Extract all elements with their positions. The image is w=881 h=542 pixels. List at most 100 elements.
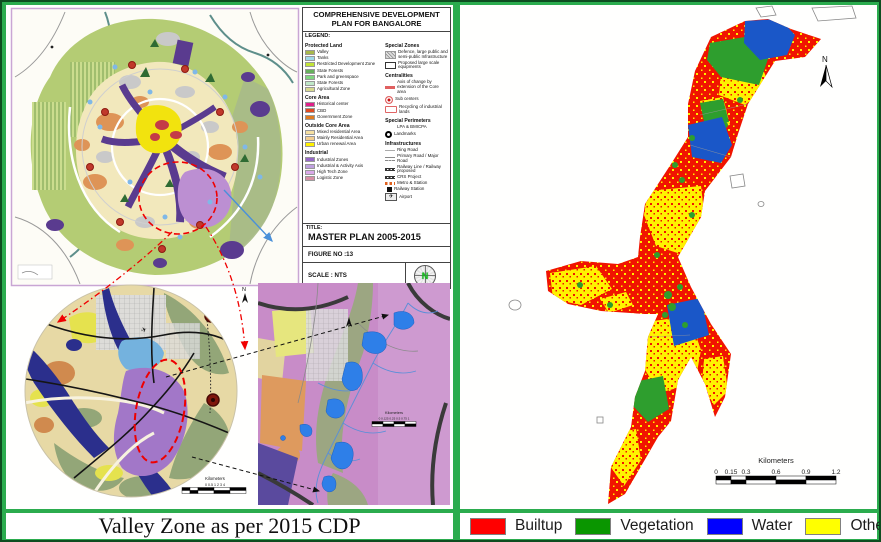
legend-swatch	[305, 80, 315, 86]
legend-item-label: Industrial & Activity Axis	[317, 162, 364, 168]
legend-item-label: Metro & Station	[397, 180, 428, 186]
legend-column-left: Protected Land Valley	[305, 41, 385, 222]
legend-item: Landmarks	[385, 130, 448, 138]
legend-item-label: Axis of change by extension of the Core …	[397, 79, 439, 94]
legend-item: CRS Project	[385, 175, 448, 180]
figure-number: FIGURE NO :13	[303, 246, 450, 262]
legend-swatch	[305, 49, 315, 55]
legend-swatch	[385, 106, 398, 114]
legend-swatch	[706, 517, 743, 535]
legend-item-label: Logistic Zone	[317, 175, 344, 181]
title-label: TITLE:	[306, 225, 323, 231]
legend-item-label: Sub centers	[395, 96, 419, 102]
legend-swatch	[387, 187, 393, 193]
legend-item-label: Mixed residential Area	[317, 128, 361, 134]
legend-item-label: LPA & BMICPA	[397, 123, 427, 129]
legend-section-heading: Centralities	[385, 73, 413, 80]
legend-swatch	[305, 108, 315, 114]
valley-circle-inset: ✈ N Kilometers 0 0.5 1 2 3 4	[24, 284, 248, 498]
legend-section-heading: Special Perimeters	[385, 117, 431, 124]
legend-swatch	[305, 62, 315, 68]
legend-swatch	[385, 167, 396, 171]
legend-item: Airport	[385, 193, 448, 202]
legend-item: Ring Road	[385, 147, 448, 153]
boundary-outlines	[508, 5, 857, 424]
legend-section-heading: Industrial	[305, 150, 328, 157]
legend-swatch	[305, 56, 315, 62]
legend-swatch	[385, 50, 397, 59]
legend-swatch	[385, 156, 396, 161]
water-bodies	[667, 19, 795, 346]
legend-item-label: CBD	[317, 107, 327, 113]
legend-item: Metro & Station	[385, 181, 448, 186]
svg-text:0: 0	[714, 469, 718, 476]
legend-swatch	[470, 517, 506, 535]
legend-item-label: State Forests	[317, 67, 344, 73]
svg-text:0.9: 0.9	[801, 469, 810, 476]
legend-swatch	[305, 163, 315, 169]
legend-section-heading: Infrastructures	[385, 141, 422, 148]
legend-item: State Forests	[305, 80, 385, 86]
scale-text: SCALE : NTS	[308, 272, 347, 279]
svg-text:Kilometers: Kilometers	[205, 476, 225, 481]
legend-label: Builtup	[515, 517, 563, 534]
legend-swatch	[305, 114, 315, 120]
svg-text:N: N	[242, 287, 246, 293]
legend-item-label: High Tech Zone	[317, 168, 348, 174]
legend-item: Park and greenspace	[305, 74, 385, 80]
highlight-ellipse	[133, 358, 187, 464]
legend-section-heading: Core Area	[305, 95, 330, 102]
caption-text: Valley Zone as per 2015 CDP	[98, 513, 361, 538]
legend-swatch	[305, 175, 315, 181]
legend-label: Water	[751, 517, 793, 534]
svg-text:✈: ✈	[140, 326, 148, 335]
legend-item-label: Valley	[317, 49, 329, 55]
svg-text:0.15: 0.15	[725, 469, 738, 476]
legend-item: Industrial Zones	[305, 157, 385, 163]
legend-item-label: Tanks	[317, 55, 329, 61]
legend-item: High Tech Zone	[305, 168, 385, 175]
legend-swatch	[805, 517, 842, 535]
legend-item: Axis of change by extension of the Core …	[385, 79, 448, 94]
legend-section-heading: Protected Land	[305, 42, 343, 49]
legend-item: LPA & BMICPA	[385, 123, 448, 130]
legend-item: CBD	[305, 107, 385, 114]
valley-highlight-ellipse	[138, 161, 218, 235]
legend-swatch	[385, 182, 396, 186]
legend-item: Proposed large scale equipments	[385, 59, 448, 71]
left-caption: Valley Zone as per 2015 CDP	[6, 513, 453, 539]
north-arrow-icon: N	[820, 55, 833, 89]
svg-text:0 0.125 0.25 0.5 0.75 1: 0 0.125 0.25 0.5 0.75 1	[379, 417, 410, 421]
legend-item-label: Mainly Residential Area	[317, 135, 363, 141]
legend-item: Government Zone	[305, 114, 385, 120]
plan-title: MASTER PLAN 2005-2015	[308, 232, 421, 242]
legend-swatch	[385, 149, 396, 152]
legend-item: Restricted Development Zone	[305, 61, 385, 68]
legend-item-label: Restricted Development Zone	[317, 61, 376, 67]
classification-legend-item: Water	[706, 517, 806, 535]
legend-heading: LEGEND:	[305, 32, 331, 39]
north-arrow-icon: N	[242, 287, 248, 303]
cdp-panel: COMPREHENSIVE DEVELOPMENT PLAN FOR BANGA…	[6, 5, 453, 509]
legend-item-label: Primary Road / Major Road	[397, 152, 439, 163]
classified-map-panel: N Kilometers 0 0.15 0.3 0.6 0.9 1.2	[460, 5, 877, 509]
legend-item-label: Urban renewal Area	[317, 141, 356, 147]
scale-row: SCALE : NTS N	[303, 262, 450, 288]
legend-swatch	[385, 176, 396, 180]
legend-item: Sub centers	[385, 95, 448, 104]
legend-item: Mixed residential Area	[305, 128, 385, 135]
legend-section-heading: Special Zones	[385, 42, 420, 49]
legend-swatch	[575, 517, 612, 535]
legend-swatch	[305, 157, 315, 163]
legend-item: Valley	[305, 49, 385, 55]
legend-item: Historical center	[305, 102, 385, 108]
legend-item-label: Railway Station	[394, 186, 425, 192]
legend-item-label: Proposed large scale equipments	[398, 59, 440, 70]
legend-item-label: Ring Road	[397, 147, 418, 153]
legend-item-label: Airport	[399, 194, 413, 200]
svg-text:Kilometers: Kilometers	[385, 411, 403, 415]
legend-item-label: Defence, large public and semi-public In…	[398, 48, 448, 59]
legend-item-label: Recycling of industrial lands	[399, 103, 442, 114]
classification-legend-item: Builtup	[470, 517, 575, 535]
